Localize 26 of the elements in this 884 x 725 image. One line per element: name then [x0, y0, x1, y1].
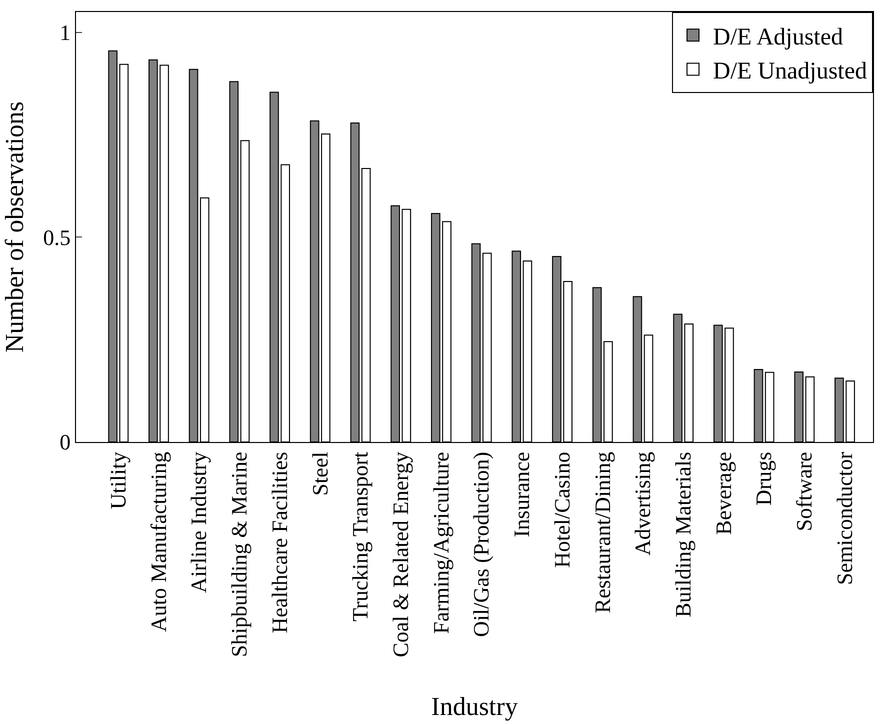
x-tick-label: Healthcare Facilities: [266, 452, 292, 634]
x-tick-label: Coal & Related Energy: [388, 452, 413, 658]
y-tick-label: 0.5: [43, 224, 71, 250]
x-tick-label: Drugs: [751, 452, 776, 506]
x-axis-title: Industry: [431, 692, 518, 721]
legend-label: D/E Unadjusted: [713, 58, 867, 85]
x-tick-label: Software: [792, 452, 817, 532]
x-tick-label: Trucking Transport: [348, 452, 373, 622]
legend-label: D/E Adjusted: [713, 24, 843, 50]
x-tick-label: Semiconductor: [832, 451, 857, 586]
x-tick-label: Building Materials: [670, 452, 696, 618]
x-tick-label: Insurance: [509, 452, 534, 538]
x-tick-label: Restaurant/Dining: [590, 452, 615, 614]
x-tick-label: Utility: [106, 452, 131, 510]
x-tick-label: Oil/Gas (Production): [468, 452, 494, 637]
x-tick-label: Beverage: [710, 452, 736, 535]
x-tick-label: Airline Industry: [186, 452, 212, 593]
x-tick-label: Auto Manufacturing: [146, 452, 171, 632]
y-axis-title: Number of observations: [0, 101, 29, 353]
y-tick-label: 0: [60, 430, 71, 455]
x-tick-label: Steel: [307, 452, 332, 496]
y-tick-label: 1: [60, 20, 71, 46]
x-tick-label: Shipbuilding & Marine: [226, 452, 252, 658]
x-tick-label: Hotel/Casino: [549, 452, 574, 568]
x-tick-label: Farming/Agriculture: [428, 452, 454, 634]
x-tick-label: Advertising: [630, 452, 656, 556]
